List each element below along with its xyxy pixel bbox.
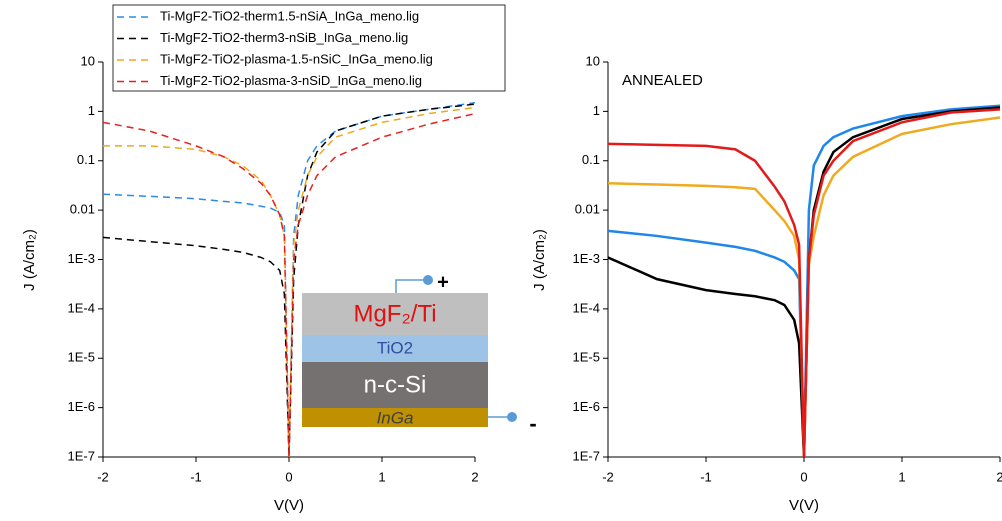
x-tick-label: -2 [97,469,109,484]
y-tick-label: 1E-3 [68,251,95,266]
x-tick-label: 0 [800,469,807,484]
layer-inga [302,408,488,427]
y-tick-label: 10 [586,53,600,68]
y-tick-label: 1E-6 [573,399,600,414]
layer-label: MgF₂/Ti [353,300,436,327]
contact-dot [423,275,433,285]
x-tick-label: 2 [996,469,1002,484]
x-tick-label: 1 [378,469,385,484]
plus-sign: + [437,271,449,293]
layer-tio2 [302,335,488,362]
data-line [102,112,476,458]
x-tick-label: 1 [898,469,905,484]
y-tick-label: 1 [593,103,600,118]
x-axis-label: V(V) [789,497,819,514]
x-tick-label: 0 [285,469,292,484]
y-tick-label: 0.01 [70,202,95,217]
y-tick-label: 10 [81,53,95,68]
layer-si [302,362,488,408]
x-tick-label: -1 [700,469,712,484]
minus-sign: - [529,411,536,436]
y-axis-label: J (A/cm₂) [531,229,548,291]
x-tick-label: 2 [471,469,478,484]
device-inset: MgF₂/Ti TiO2 n-c-Si InGa + - [302,271,537,436]
legend-label: Ti-MgF2-TiO2-therm3-nSiB_InGa_meno.lig [160,30,408,45]
legend-box [112,4,506,92]
x-axis-label: V(V) [274,497,304,514]
y-tick-label: 1E-7 [68,448,95,463]
y-axis-label: J (A/cm₂) [21,229,38,291]
y-tick-label: 1E-5 [68,350,95,365]
y-tick-label: 1E-5 [573,350,600,365]
contact-dot [507,412,517,422]
y-tick-label: 1 [88,103,95,118]
panel: 1E-7 1E-6 1E-5 1E-4 1E-3 0.01 0.1 1 10 -2 -1 0 1 2 V(V… [21,4,506,514]
legend-label: Ti-MgF2-TiO2-plasma-1.5-nSiC_InGa_meno.l… [160,51,433,66]
layer-label: InGa [377,408,414,427]
x-tick-label: -1 [190,469,202,484]
y-tick-label: 0.01 [575,202,600,217]
y-tick-label: 1E-7 [573,448,600,463]
legend-label: Ti-MgF2-TiO2-plasma-3-nSiD_InGa_meno.lig [160,73,422,88]
layer-label: TiO2 [377,338,413,357]
data-line [607,108,1001,458]
y-tick-label: 1E-4 [68,300,95,315]
layer-mgf2 [302,293,488,335]
y-tick-label: 0.1 [77,152,95,167]
y-tick-label: 1E-6 [68,399,95,414]
y-tick-label: 1E-4 [573,300,600,315]
panel: 1E-7 1E-6 1E-5 1E-4 1E-3 0.01 0.1 1 10 -2 -1 0 1 2 V(V… [531,53,1002,514]
annotation: ANNEALED [622,72,703,89]
contact-wire [395,279,428,293]
y-tick-label: 0.1 [582,152,600,167]
layer-label: n-c-Si [364,371,427,398]
x-tick-label: -2 [602,469,614,484]
legend-label: Ti-MgF2-TiO2-therm1.5-nSiA_InGa_meno.lig [160,8,419,23]
y-tick-label: 1E-3 [573,251,600,266]
